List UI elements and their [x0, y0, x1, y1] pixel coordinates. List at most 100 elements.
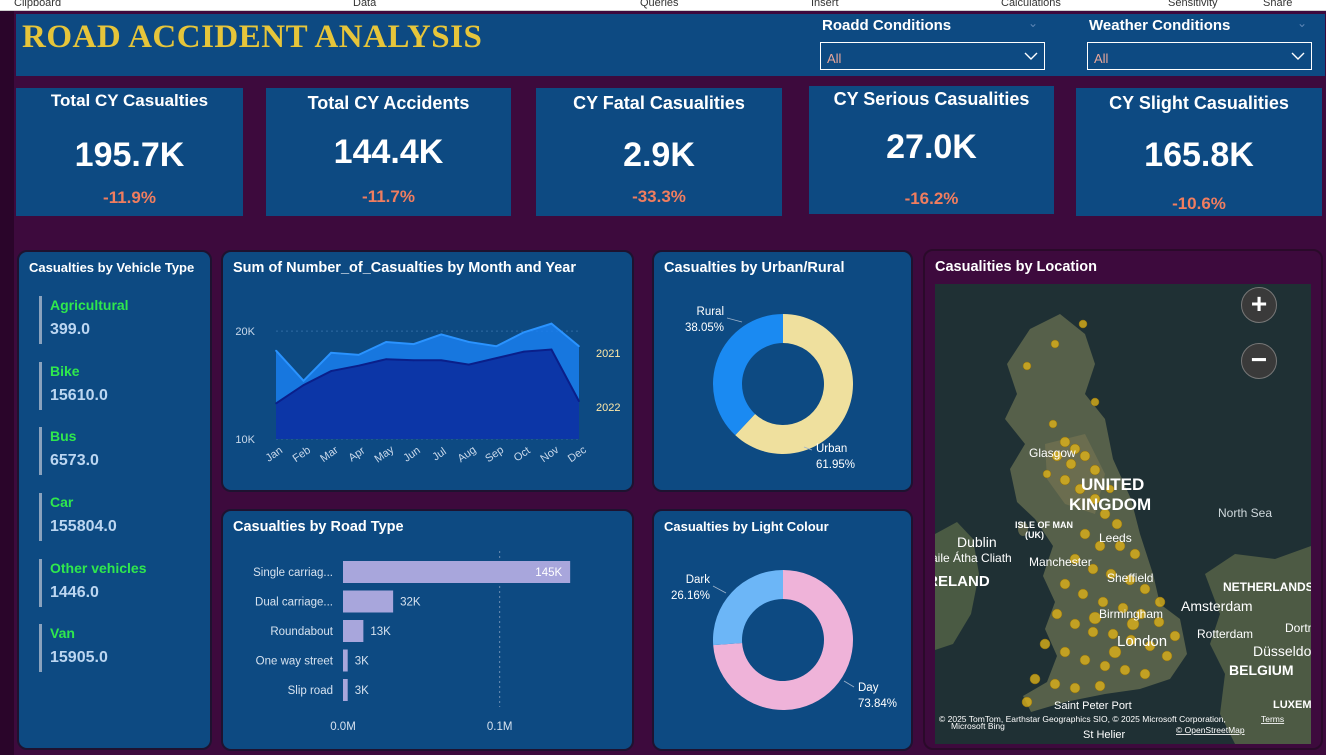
ribbon-sensitivity[interactable]: Sensitivity	[1168, 0, 1218, 9]
map-label: KINGDOM	[1069, 495, 1151, 514]
leader-line	[726, 317, 743, 323]
slice-value-label: 38.05%	[685, 322, 724, 334]
data-point-2021	[385, 341, 387, 343]
map-label: Dublin	[957, 534, 997, 550]
leader-line	[712, 585, 727, 594]
vehicle-item-other[interactable]: Other vehicles 1446.0	[39, 559, 147, 607]
vehicle-item-agricultural[interactable]: Agricultural 399.0	[39, 296, 129, 344]
x-tick-label: 0.1M	[487, 721, 513, 733]
road-conditions-value: All	[827, 51, 842, 66]
chevron-down-icon	[1291, 52, 1305, 60]
vehicle-value: 15610.0	[50, 387, 108, 404]
light-colour-panel[interactable]: Casualties by Light Colour Day 73.84% Dark…	[652, 509, 913, 751]
ribbon-data[interactable]: Data	[353, 0, 377, 9]
vehicle-item-van[interactable]: Van 15905.0	[39, 624, 108, 672]
x-tick-label: 0.0M	[330, 721, 356, 733]
vehicle-name: Bike	[50, 363, 80, 379]
map-label: London	[1117, 633, 1167, 650]
series-line-2021	[275, 322, 580, 383]
data-point-2022	[302, 384, 305, 386]
slice-category-label: Rural	[697, 306, 724, 318]
monthly-area-chart[interactable]: 10K 20K 2021 2022 Jan Feb Mar Apr May Jun Jul Aug Se…	[223, 252, 632, 490]
minus-icon: −	[1250, 344, 1268, 375]
vehicle-name: Other vehicles	[50, 560, 147, 576]
slice-category-label: Day	[858, 682, 879, 694]
x-tick-label: Apr	[346, 445, 367, 465]
vehicle-item-bike[interactable]: Bike 15610.0	[39, 362, 108, 410]
map-canvas[interactable]: Glasgow UNITED KINGDOM North Sea ISLE OF…	[935, 284, 1311, 744]
road-type-bar	[343, 620, 364, 642]
slice-category-label: Dark	[686, 574, 711, 586]
vehicle-name: Car	[50, 494, 74, 510]
leader-line	[803, 446, 813, 451]
map-label: Rotterdam	[1197, 627, 1253, 641]
vehicle-item-car[interactable]: Car 155804.0	[39, 493, 117, 541]
x-tick-label: Dec	[566, 444, 589, 465]
road-type-panel[interactable]: Casualties by Road Type Single carriag..…	[221, 509, 634, 751]
road-type-bar-chart[interactable]: Single carriag... 145K Dual carriage... 32K…	[223, 511, 632, 749]
donut-slice-rural	[713, 314, 783, 436]
vehicle-item-bus[interactable]: Bus 6573.0	[39, 427, 99, 475]
category-label: One way street	[256, 656, 334, 668]
kpi-delta: -33.3%	[632, 187, 686, 206]
x-tick-label: Mar	[318, 444, 341, 465]
vehicle-value: 1446.0	[50, 584, 99, 601]
map-terms-link: Terms	[1261, 714, 1284, 724]
kpi-slight-casualties[interactable]: CY Slight Casualities 165.8K -10.6%	[1076, 88, 1322, 216]
chevron-down-icon	[1024, 52, 1038, 60]
urban-rural-title: Casualties by Urban/Rural	[664, 260, 845, 276]
data-point-2021	[275, 349, 277, 352]
ribbon-clipboard[interactable]: Clipboard	[14, 0, 62, 9]
map-label: ISLE OF MAN	[1015, 520, 1073, 530]
kpi-total-casualties[interactable]: Total CY Casualties 195.7K -11.9%	[16, 88, 243, 216]
donut-slice-dark	[713, 570, 783, 646]
data-point-2021	[440, 333, 443, 336]
zoom-in-button[interactable]: +	[1241, 287, 1277, 323]
ribbon-calculations[interactable]: Calculations	[1001, 0, 1061, 9]
data-point-2022	[495, 357, 498, 359]
weather-conditions-label: Weather Conditions	[1089, 17, 1231, 34]
road-type-bar	[343, 590, 394, 613]
chevron-down-icon[interactable]: ⌄	[1028, 16, 1039, 30]
road-type-bar	[343, 561, 571, 583]
road-conditions-dropdown[interactable]: All	[820, 42, 1045, 70]
chevron-down-icon[interactable]: ⌄	[1297, 16, 1308, 30]
map-label: BELGIUM	[1229, 662, 1294, 678]
data-point-2021	[468, 341, 470, 343]
bing-logo: Microsoft Bing	[951, 721, 1005, 731]
map-label: St Helier	[1083, 729, 1126, 741]
kpi-value: 165.8K	[1144, 136, 1254, 174]
data-point-2021	[302, 379, 305, 382]
zoom-out-button[interactable]: −	[1241, 343, 1277, 379]
ribbon-share[interactable]: Share	[1263, 0, 1293, 9]
kpi-total-accidents[interactable]: Total CY Accidents 144.4K -11.7%	[266, 88, 511, 216]
kpi-title: Total CY Accidents	[307, 93, 470, 113]
map-osm-link: © OpenStreetMap	[1176, 725, 1245, 735]
ribbon-insert[interactable]: Insert	[811, 0, 839, 9]
urban-rural-panel[interactable]: Casualties by Urban/Rural Urban 61.95% Rur…	[652, 250, 913, 492]
series-line-2022	[275, 348, 580, 405]
map-label: UNITED	[1081, 475, 1144, 494]
x-tick-label: Jan	[264, 445, 285, 465]
x-tick-label: Jul	[430, 446, 448, 464]
monthly-casualties-panel[interactable]: Sum of Number_of_Casualties by Month and…	[221, 250, 634, 492]
vehicle-value: 15905.0	[50, 649, 108, 666]
kpi-delta: -11.9%	[103, 188, 156, 207]
kpi-title: CY Slight Casualities	[1109, 93, 1289, 113]
data-point-2022	[385, 358, 387, 361]
location-map-panel[interactable]: Casualities by Location	[923, 249, 1323, 750]
weather-conditions-dropdown[interactable]: All	[1087, 42, 1312, 70]
ribbon-queries[interactable]: Queries	[640, 0, 679, 9]
leader-line	[843, 680, 855, 688]
bar-value-label: 3K	[355, 656, 369, 668]
kpi-fatal-casualties[interactable]: CY Fatal Casualities 2.9K -33.3%	[536, 88, 782, 216]
kpi-serious-casualties[interactable]: CY Serious Casualities 27.0K -16.2%	[809, 86, 1054, 214]
vehicle-name: Van	[50, 625, 75, 641]
urban-rural-donut[interactable]: Urban 61.95% Rural 38.05%	[654, 252, 911, 490]
data-point-2021	[412, 343, 415, 345]
vehicle-type-title: Casualties by Vehicle Type	[29, 260, 195, 275]
vehicle-type-panel[interactable]: Casualties by Vehicle Type Agricultural …	[17, 250, 212, 750]
kpi-value: 195.7K	[74, 136, 185, 174]
light-colour-donut[interactable]: Day 73.84% Dark 26.16%	[654, 511, 911, 749]
vehicle-name: Bus	[50, 428, 77, 444]
